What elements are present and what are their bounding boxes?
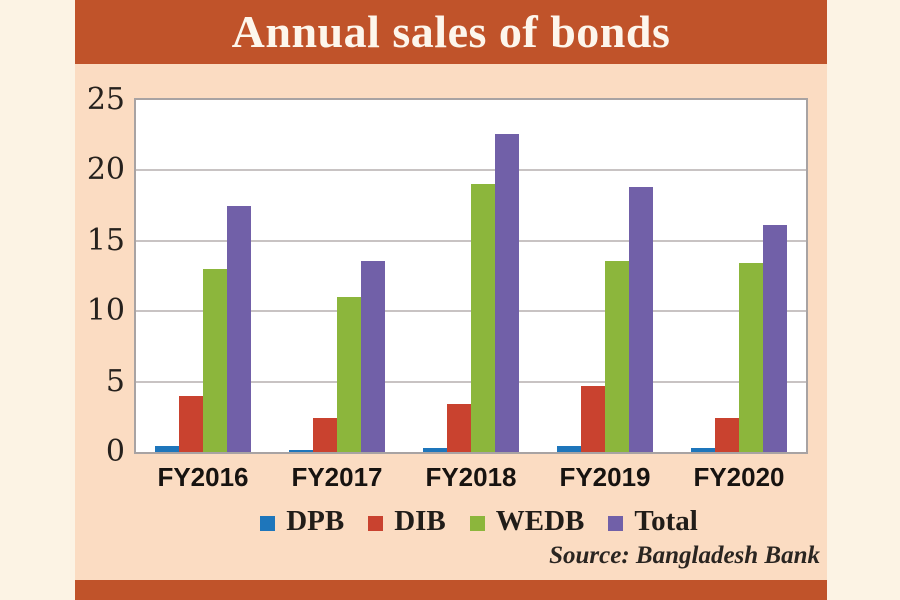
bar-wedb-fy2020: [739, 263, 763, 452]
legend-swatch-dib-icon: [368, 515, 384, 531]
bar-dib-fy2020: [715, 418, 739, 452]
bar-dib-fy2016: [179, 395, 203, 452]
legend-item-total: Total: [608, 505, 698, 537]
y-tick-label-25: 25: [86, 82, 125, 117]
y-tick-label-15: 15: [86, 222, 125, 258]
x-tick-label-fy2020: FY2020: [693, 462, 785, 492]
bar-dib-fy2019: [581, 385, 605, 452]
legend-item-wedb: WEDB: [469, 505, 585, 537]
y-tick-label-0: 0: [105, 434, 125, 469]
bar-wedb-fy2016: [203, 268, 227, 452]
x-tick-label-fy2017: FY2017: [291, 462, 383, 492]
legend-label-dpb: DPB: [286, 505, 345, 537]
bar-total-fy2020: [763, 225, 787, 452]
bar-total-fy2018: [495, 133, 519, 452]
legend-item-dib: DIB: [368, 507, 446, 536]
bar-total-fy2019: [629, 187, 653, 452]
bar-total-fy2016: [227, 205, 251, 452]
title-bar: Annual sales of bonds: [75, 0, 827, 64]
x-tick-label-fy2019: FY2019: [559, 462, 651, 492]
legend-swatch-wedb-icon: [469, 515, 485, 531]
legend-label-wedb: WEDB: [495, 505, 585, 537]
plot-area: [134, 98, 808, 454]
bar-dpb-fy2017: [289, 449, 313, 452]
bar-dpb-fy2020: [691, 447, 715, 452]
bar-dpb-fy2019: [557, 446, 581, 452]
y-tick-label-10: 10: [86, 293, 125, 329]
legend-label-dib: DIB: [394, 505, 446, 537]
chart-card: Annual sales of bonds 0 5 10 15 20 25 FY2016 F…: [75, 0, 827, 600]
y-tick-label-20: 20: [86, 152, 125, 188]
chart-title: Annual sales of bonds: [231, 6, 671, 57]
y-tick-label-5: 5: [105, 363, 125, 399]
legend-swatch-dpb-icon: [260, 515, 276, 531]
gridline-20: [136, 169, 806, 172]
bar-wedb-fy2017: [337, 297, 361, 452]
bottom-accent-bar: [75, 580, 827, 600]
bar-total-fy2017: [361, 260, 385, 452]
bar-dpb-fy2018: [423, 448, 447, 452]
bar-wedb-fy2019: [605, 260, 629, 452]
x-tick-label-fy2018: FY2018: [425, 462, 517, 492]
bar-wedb-fy2018: [471, 184, 495, 452]
legend-item-dpb: DPB: [260, 507, 344, 536]
legend-swatch-total-icon: [608, 515, 624, 531]
legend: DPB DIB WEDB Total: [75, 507, 827, 536]
source-note: Source: Bangladesh Bank: [549, 542, 820, 569]
bar-dib-fy2017: [313, 418, 337, 452]
legend-label-total: Total: [634, 505, 698, 537]
x-tick-label-fy2016: FY2016: [157, 462, 249, 492]
bar-dpb-fy2016: [155, 446, 179, 452]
bar-dib-fy2018: [447, 404, 471, 452]
